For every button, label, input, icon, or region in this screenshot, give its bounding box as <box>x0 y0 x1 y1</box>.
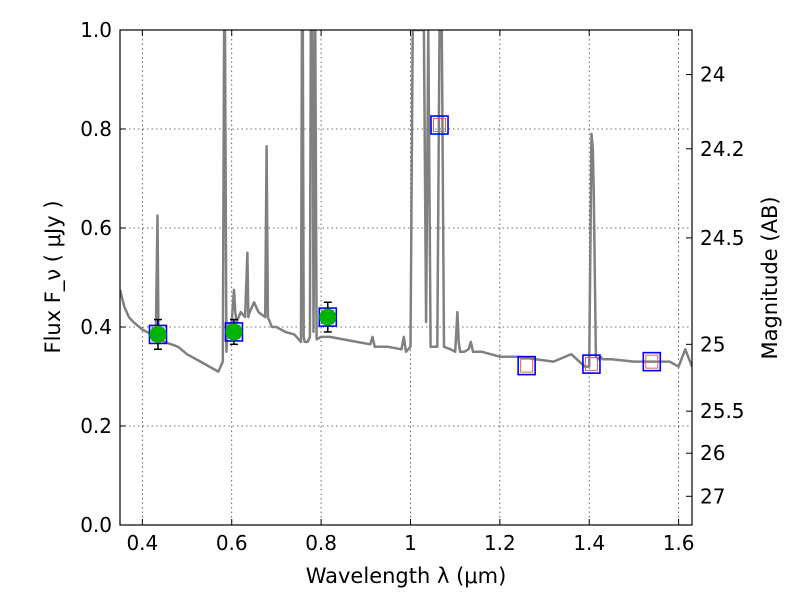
model-point-box <box>642 351 662 372</box>
spectrum-line <box>120 30 692 373</box>
model-point-box <box>430 115 449 135</box>
y-tick-label: 0.4 <box>80 315 112 339</box>
observed-point <box>225 323 243 341</box>
x-tick-label: 0.4 <box>126 531 158 555</box>
right-tick-label: 24.2 <box>700 137 745 161</box>
right-tick-label: 24.5 <box>700 226 745 250</box>
right-axis-label: Magnitude (AB) <box>758 196 782 359</box>
y-axis-label: Flux F_ν ( μJy ) <box>41 200 66 353</box>
y-tick-label: 0.0 <box>80 513 112 537</box>
model-point-inner <box>584 357 598 372</box>
x-tick-label: 1.6 <box>663 531 695 555</box>
y-tick-label: 0.6 <box>80 216 112 240</box>
ticks: 0.4 0.6 0.8 1 1.2 1.4 1.6 0.0 0.2 0.4 0.6 0.8 1.0 24 2… <box>80 18 744 555</box>
y-tick-label: 0.8 <box>80 117 112 141</box>
x-tick-label: 1.4 <box>573 531 605 555</box>
y-tick-label: 1.0 <box>80 18 112 42</box>
right-tick-label: 25 <box>700 332 725 356</box>
x-tick-label: 0.6 <box>216 531 248 555</box>
x-tick-label: 1 <box>404 531 417 555</box>
observed-point <box>319 308 337 326</box>
model-point-box <box>517 355 536 376</box>
observed-point <box>149 325 167 343</box>
grid <box>120 29 692 526</box>
x-tick-label: 0.8 <box>305 531 337 555</box>
spectrum-layer <box>120 30 692 373</box>
y-tick-label: 0.2 <box>80 414 112 438</box>
model-point-inner <box>520 358 534 373</box>
x-tick-label: 1.2 <box>484 531 516 555</box>
model-point-inner <box>433 118 447 133</box>
x-axis-label: Wavelength λ (μm) <box>306 564 507 588</box>
plot-frame <box>119 29 693 526</box>
right-tick-label: 27 <box>700 484 725 508</box>
right-tick-label: 26 <box>700 441 725 465</box>
points-layer <box>148 115 662 376</box>
right-tick-label: 25.5 <box>700 399 745 423</box>
model-point-box <box>582 354 601 374</box>
model-point-inner <box>645 354 659 369</box>
right-tick-label: 24 <box>700 63 725 87</box>
